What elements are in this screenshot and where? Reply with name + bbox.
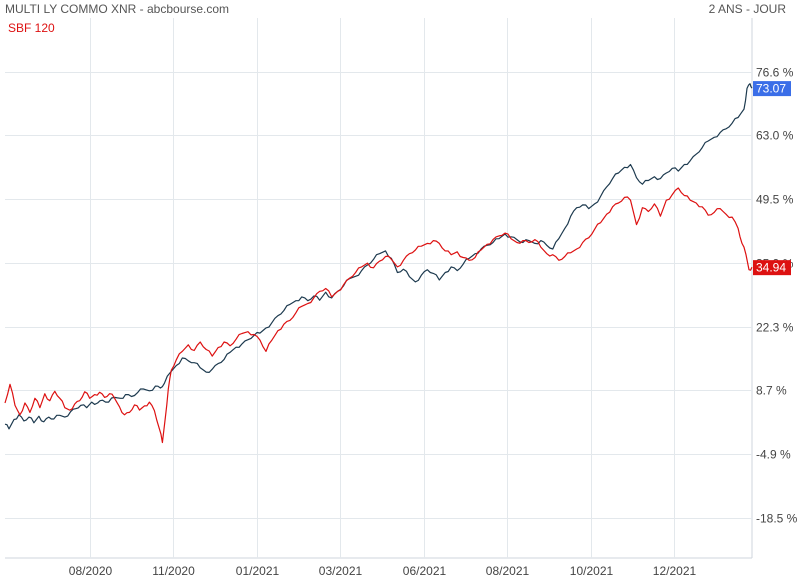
x-tick-label: 06/2021	[403, 564, 447, 578]
last-value-tag-0: 73.07	[756, 82, 786, 96]
x-tick-label: 10/2021	[570, 564, 614, 578]
y-tick-label: 22.3 %	[756, 321, 794, 335]
x-tick-label: 08/2021	[486, 564, 530, 578]
series-line-1	[4, 187, 753, 444]
y-tick-label: 63.0 %	[756, 129, 794, 143]
last-value-tag-bg-1	[753, 260, 791, 276]
x-tick-label: 03/2021	[319, 564, 363, 578]
x-tick-label: 08/2020	[69, 564, 113, 578]
grid	[5, 18, 753, 559]
x-tick-label: 12/2021	[653, 564, 697, 578]
last-value-tags: 73.07 34.94	[753, 81, 791, 276]
benchmark-legend-label: SBF 120	[8, 21, 55, 35]
series-lines	[4, 83, 753, 444]
y-tick-label: -18.5 %	[756, 512, 798, 526]
x-tick-label: 11/2020	[152, 564, 195, 578]
y-tick-label: 8.7 %	[756, 384, 787, 398]
x-tick-label: 01/2021	[236, 564, 280, 578]
x-axis-ticks: 08/2020 11/2020 01/2021 03/2021 06/2021 08/20…	[69, 564, 697, 578]
y-tick-label: -4.9 %	[756, 448, 791, 462]
y-tick-label: 49.5 %	[756, 193, 794, 207]
y-axis-ticks: 76.6 %63.0 %49.5 %35.9 %22.3 %8.7 %-4.9 …	[756, 66, 798, 526]
last-value-tag-1: 34.94	[756, 261, 786, 275]
last-value-tag-bg-0	[753, 81, 791, 97]
y-tick-label: 76.6 %	[756, 66, 794, 80]
series-line-0	[4, 83, 753, 430]
chart-title: MULTI LY COMMO XNR - abcbourse.com	[5, 2, 230, 16]
period-label: 2 ANS - JOUR	[708, 2, 786, 16]
